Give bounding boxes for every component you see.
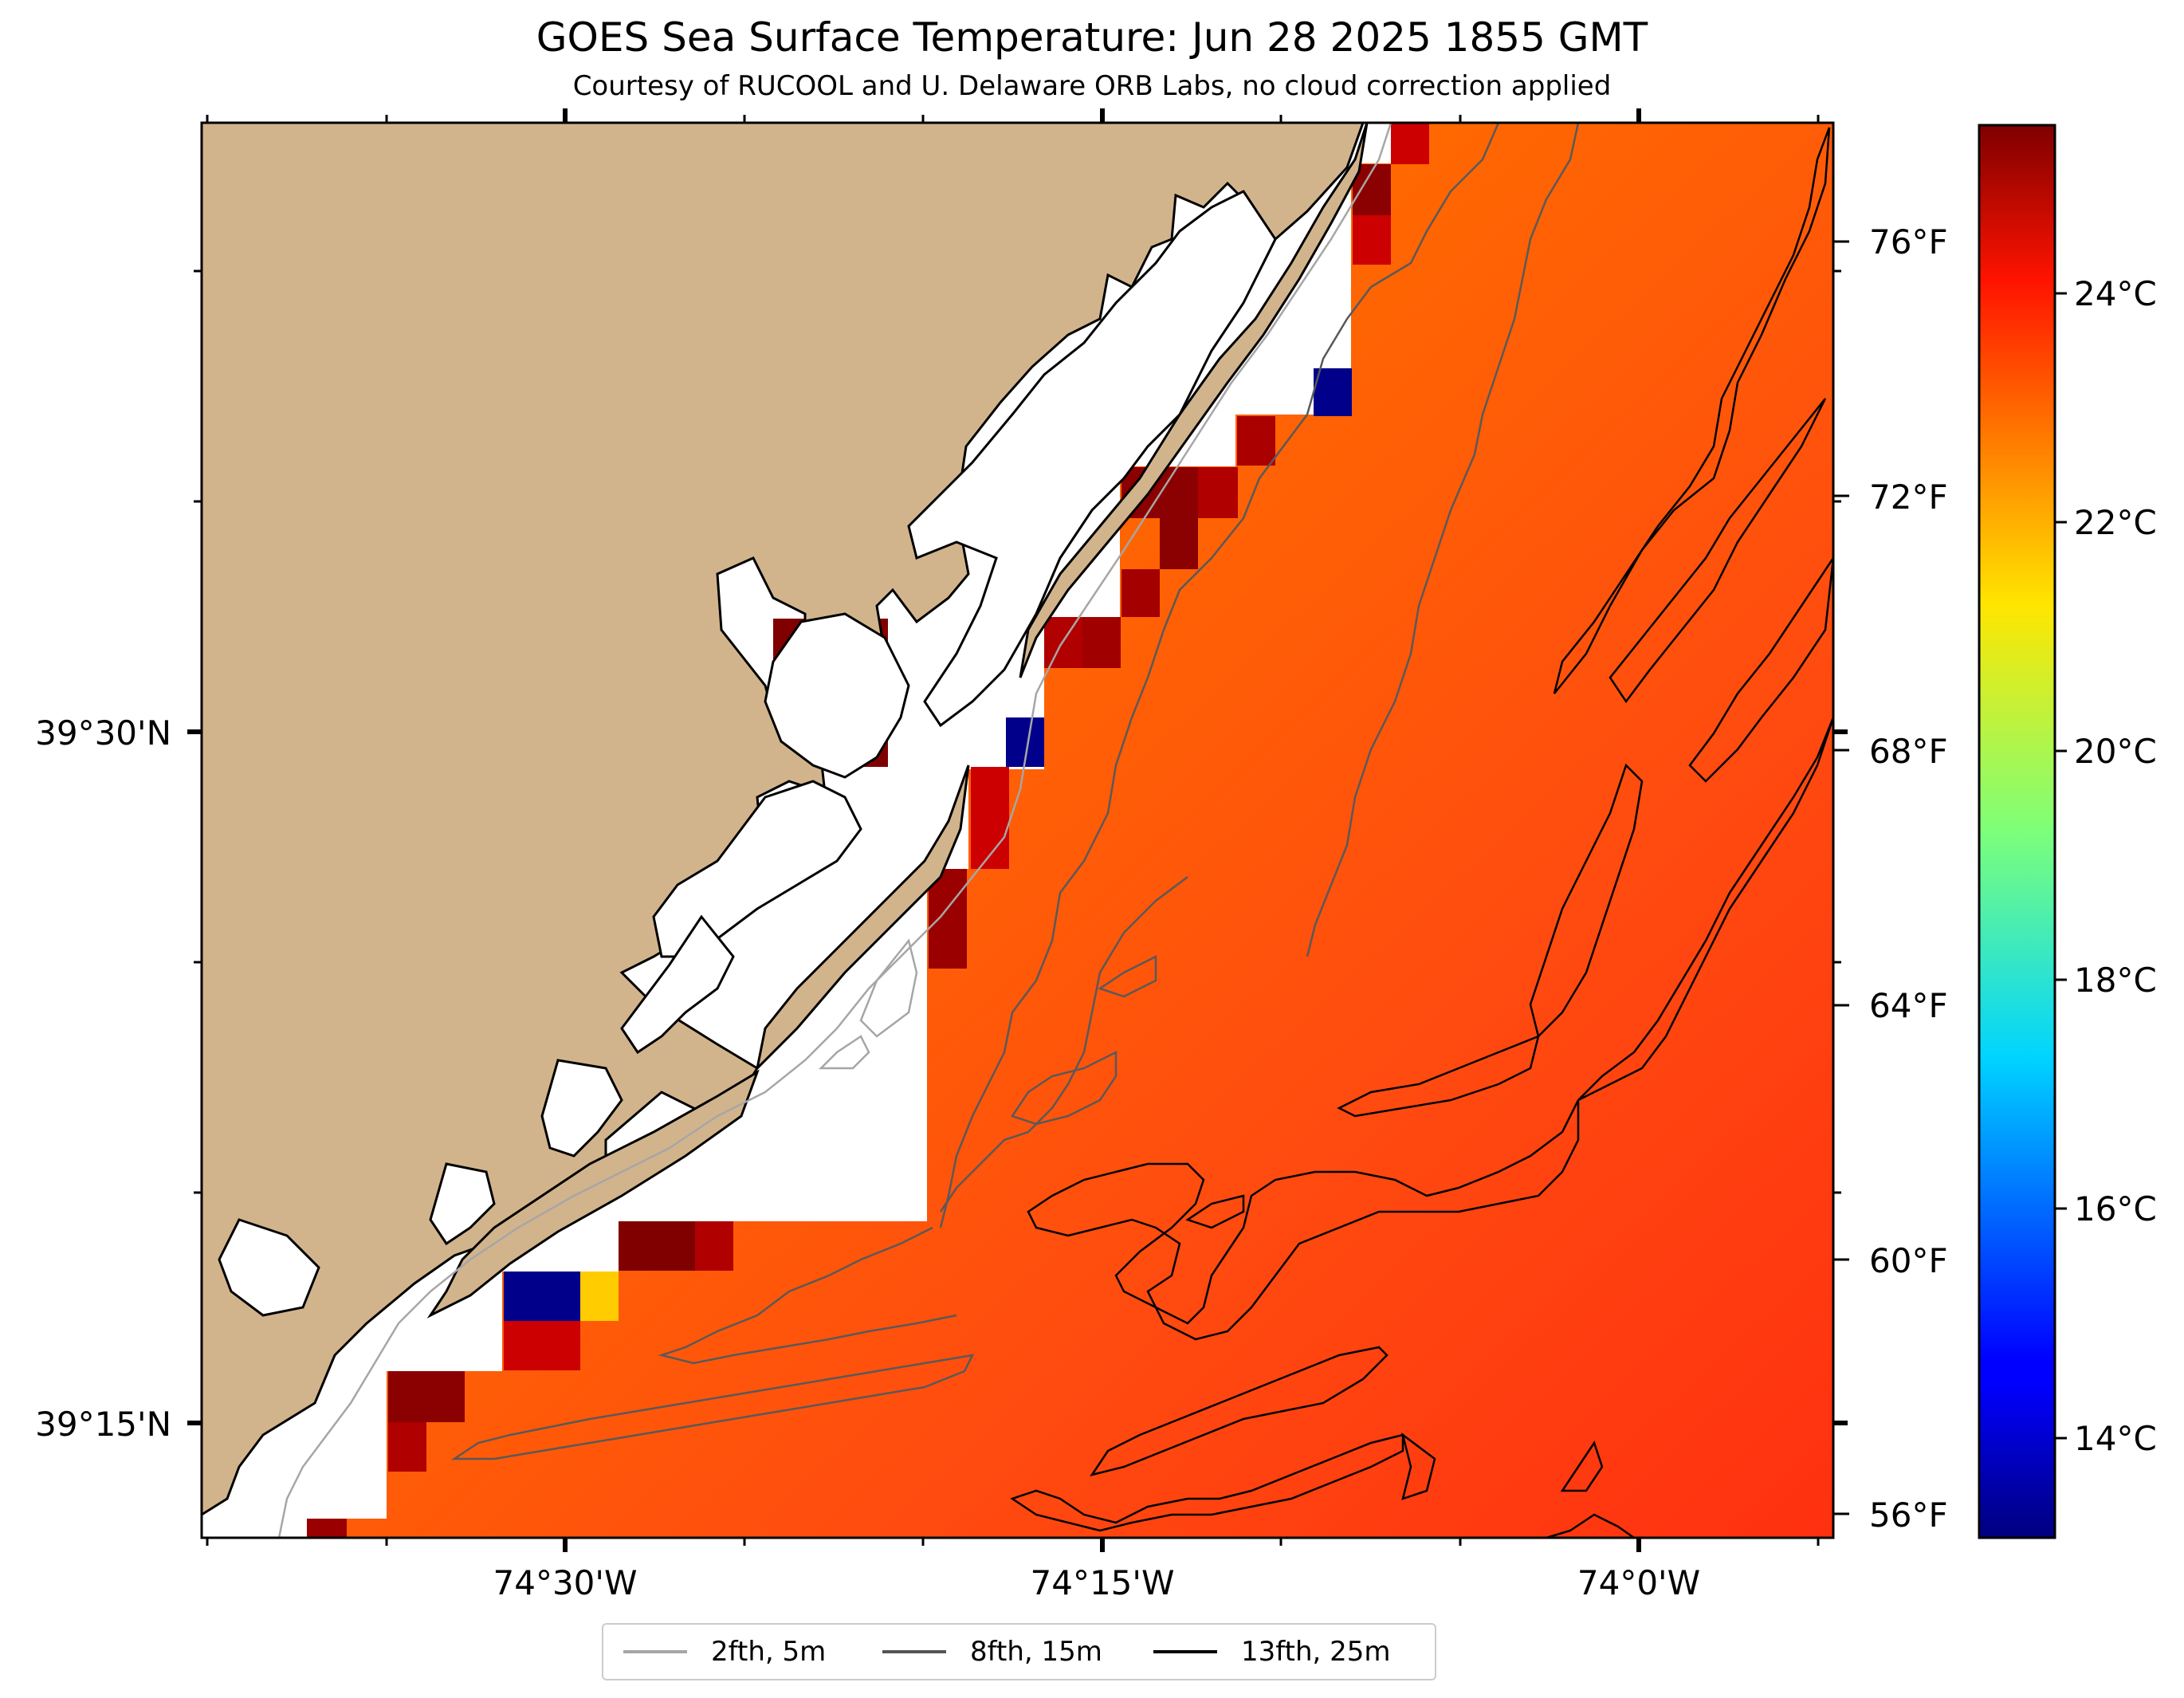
celsius-label: 20°C xyxy=(2074,732,2157,771)
fahrenheit-label: 72°F xyxy=(1869,478,1948,517)
land-barrier-island xyxy=(755,764,970,1072)
chart-subtitle: Courtesy of RUCOOL and U. Delaware ORB L… xyxy=(572,70,1612,102)
fahrenheit-label: 68°F xyxy=(1869,732,1948,771)
axis-major-ticks xyxy=(187,108,1848,1552)
contour-legend: 2fth, 5m 8fth, 15m 13fth, 25m xyxy=(602,1623,1436,1680)
contour-5m xyxy=(277,123,1392,1538)
lon-label: 74°30'W xyxy=(493,1563,638,1602)
fahrenheit-label: 64°F xyxy=(1869,986,1948,1025)
legend-label: 2fth, 5m xyxy=(711,1636,827,1668)
fahrenheit-label: 76°F xyxy=(1869,222,1948,261)
fahrenheit-label: 60°F xyxy=(1869,1241,1948,1280)
lon-label: 74°15'W xyxy=(1031,1563,1175,1602)
celsius-label: 18°C xyxy=(2074,961,2157,1000)
lat-label: 39°30'N xyxy=(35,713,171,753)
sst-field xyxy=(307,123,1833,1538)
colorbar-ticks xyxy=(2055,292,2067,1440)
back-bay-water xyxy=(218,190,1277,1317)
celsius-label: 22°C xyxy=(2074,503,2157,542)
legend-line-25m xyxy=(1153,1650,1217,1653)
celsius-label: 14°C xyxy=(2074,1419,2157,1458)
colorbar xyxy=(1978,124,2056,1539)
legend-item-15m: 8fth, 15m xyxy=(882,1625,1102,1679)
contour-25m xyxy=(1010,127,1833,1538)
celsius-label: 16°C xyxy=(2074,1189,2157,1228)
chart-title: GOES Sea Surface Temperature: Jun 28 202… xyxy=(536,14,1648,61)
fahrenheit-label: 56°F xyxy=(1869,1496,1948,1535)
fahrenheit-ticks xyxy=(1833,240,1849,1515)
contour-15m xyxy=(450,123,1580,1460)
legend-item-25m: 13fth, 25m xyxy=(1153,1625,1391,1679)
legend-item-5m: 2fth, 5m xyxy=(623,1625,826,1679)
legend-label: 8fth, 15m xyxy=(970,1636,1102,1668)
legend-line-5m xyxy=(623,1650,687,1653)
axis-minor-ticks xyxy=(194,115,1841,1546)
legend-label: 13fth, 25m xyxy=(1241,1636,1391,1668)
celsius-label: 24°C xyxy=(2074,274,2157,313)
lon-label: 74°0'W xyxy=(1577,1563,1700,1602)
legend-line-15m xyxy=(882,1650,946,1653)
land-barrier-island xyxy=(1019,123,1369,678)
land-barrier-island xyxy=(426,1069,760,1319)
map-frame xyxy=(200,121,1835,1539)
lat-label: 39°15'N xyxy=(35,1405,171,1444)
